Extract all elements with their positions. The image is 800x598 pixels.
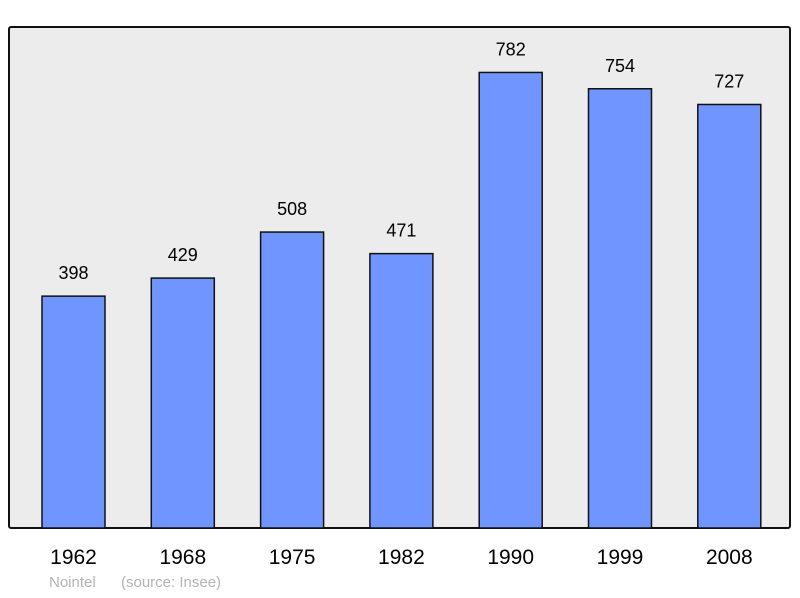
bar-1999 <box>587 88 653 529</box>
bar-1968 <box>150 277 216 529</box>
bar-1975 <box>259 231 325 529</box>
data-label-1990: 782 <box>496 39 526 59</box>
footer-source: (source: Insee) <box>121 574 222 591</box>
x-tick-label-1968: 1968 <box>159 546 206 569</box>
x-tick-label-1975: 1975 <box>269 546 316 569</box>
data-label-1962: 398 <box>58 263 88 283</box>
x-tick-label-2008: 2008 <box>706 546 753 569</box>
data-label-2008: 727 <box>714 71 744 91</box>
data-label-1968: 429 <box>168 245 198 265</box>
footer-place: Nointel <box>49 574 96 591</box>
bar-1962 <box>41 295 106 529</box>
data-label-1999: 754 <box>605 56 635 76</box>
x-tick-label-1982: 1982 <box>378 546 425 569</box>
bar-2008 <box>697 103 762 529</box>
bar-1982 <box>369 252 434 529</box>
x-tick-label-1962: 1962 <box>50 546 97 569</box>
bar-1990 <box>478 71 543 529</box>
x-tick-label-1990: 1990 <box>487 546 534 569</box>
x-tick-label-1999: 1999 <box>597 546 644 569</box>
data-label-1975: 508 <box>277 199 307 219</box>
data-label-1982: 471 <box>386 221 416 241</box>
